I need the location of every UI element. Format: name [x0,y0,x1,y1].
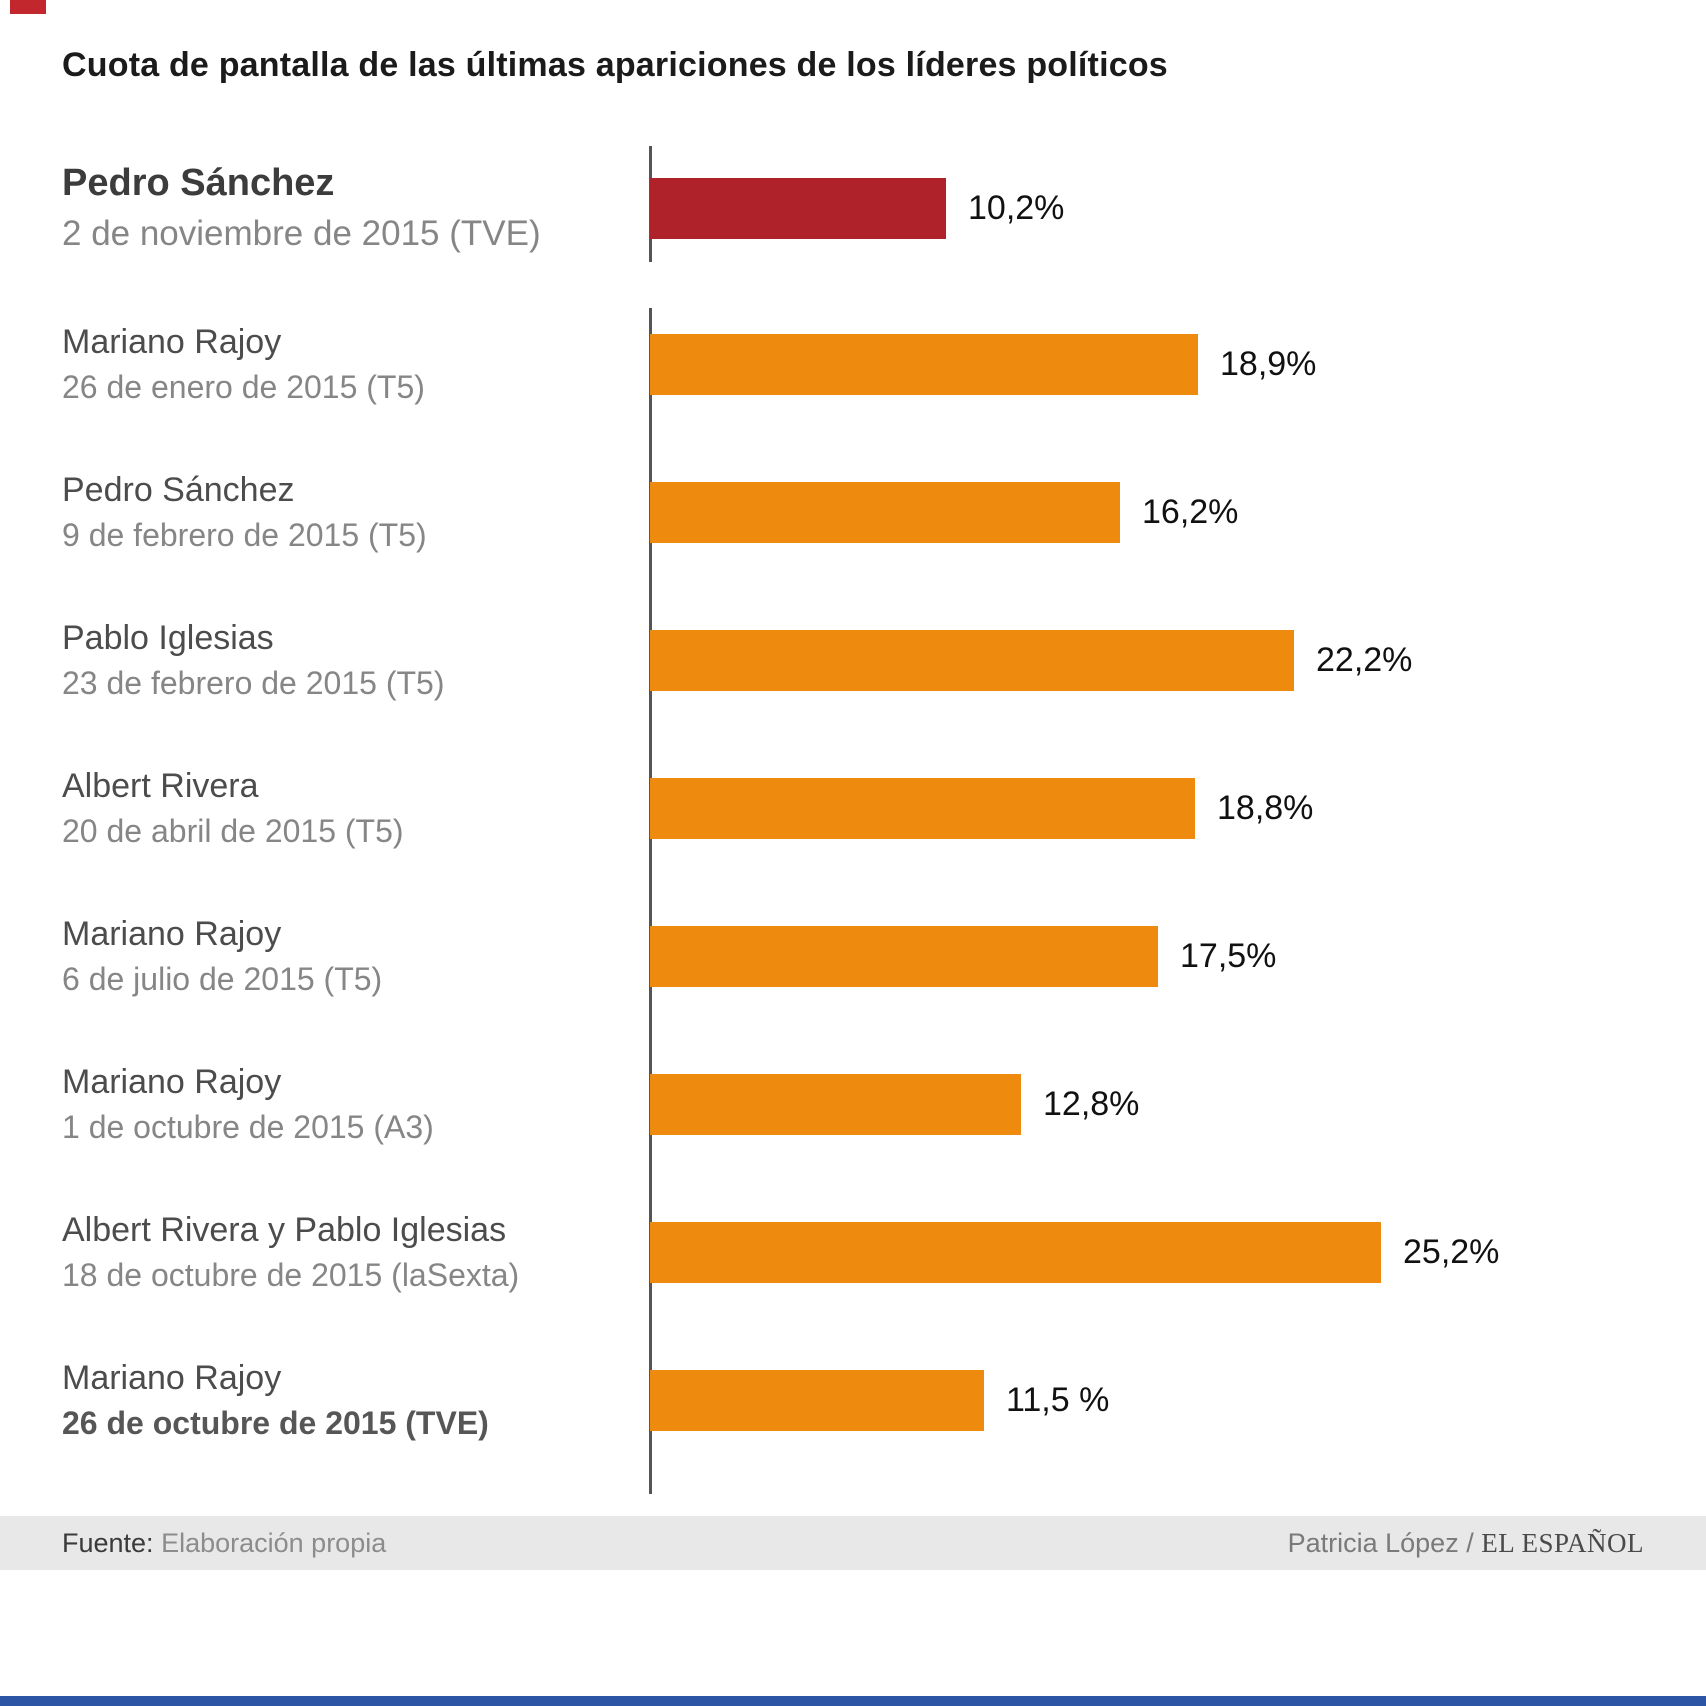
bar-zone: 12,8% [650,1073,1706,1135]
bar-label-name: Mariano Rajoy [62,914,282,953]
source-label: Fuente: [62,1527,154,1558]
bar [650,481,1120,543]
bar [650,1073,1021,1135]
bar-value-label: 22,2% [1316,640,1413,679]
bar-label: Albert Rivera y Pablo Iglesias 18 de oct… [62,1209,650,1296]
bar-label: Mariano Rajoy 1 de octubre de 2015 (A3) [62,1061,650,1148]
bar-row: Mariano Rajoy 26 de octubre de 2015 (TVE… [62,1326,1706,1474]
bar-label: Pedro Sánchez 2 de noviembre de 2015 (TV… [62,160,650,255]
credit-author: Patricia López / [1287,1527,1474,1558]
bar-label: Mariano Rajoy 6 de julio de 2015 (T5) [62,913,650,1000]
bar [650,925,1158,987]
bar-label-date: 26 de octubre de 2015 (TVE) [62,1405,489,1442]
bar-zone: 25,2% [650,1221,1706,1283]
bottom-accent-bar [0,1696,1706,1706]
bar-label: Mariano Rajoy 26 de enero de 2015 (T5) [62,321,650,408]
bar-label-name: Pedro Sánchez [62,470,295,509]
bar [650,1369,984,1431]
chart-title: Cuota de pantalla de las últimas aparici… [62,46,1168,84]
axis-line-main-segment [649,308,652,1494]
bar [650,1221,1381,1283]
bar-value-label: 18,8% [1217,788,1314,827]
bar-label-name: Mariano Rajoy [62,1358,282,1397]
source-note: Fuente: Elaboración propia [62,1528,386,1559]
bar-label-name: Albert Rivera [62,766,259,805]
bar-label: Albert Rivera 20 de abril de 2015 (T5) [62,765,650,852]
bar-value-label: 17,5% [1180,936,1277,975]
bar [650,333,1198,395]
bar-value-label: 10,2% [968,188,1065,227]
bar-label-name: Mariano Rajoy [62,322,282,361]
bar-label-date: 9 de febrero de 2015 (T5) [62,517,427,554]
chart-rows: Pedro Sánchez 2 de noviembre de 2015 (TV… [62,134,1706,1474]
bar-label-date: 26 de enero de 2015 (T5) [62,369,425,406]
credit: Patricia López / EL ESPAÑOL [1288,1528,1644,1559]
bar-value-label: 16,2% [1142,492,1239,531]
bar-label-date: 2 de noviembre de 2015 (TVE) [62,213,541,253]
bar-label-date: 20 de abril de 2015 (T5) [62,813,404,850]
bar-label-date: 23 de febrero de 2015 (T5) [62,665,445,702]
bar-zone: 22,2% [650,629,1706,691]
bar-value-label: 25,2% [1403,1232,1500,1271]
bar-row: Pablo Iglesias 23 de febrero de 2015 (T5… [62,586,1706,734]
bar-row: Pedro Sánchez 2 de noviembre de 2015 (TV… [62,134,1706,282]
footer: Fuente: Elaboración propia Patricia Lópe… [0,1516,1706,1570]
corner-mark [10,0,46,14]
bar-row: Pedro Sánchez 9 de febrero de 2015 (T5) … [62,438,1706,586]
bar-zone: 17,5% [650,925,1706,987]
bar-row: Mariano Rajoy 6 de julio de 2015 (T5) 17… [62,882,1706,1030]
bar-label-date: 6 de julio de 2015 (T5) [62,961,383,998]
bar-label-date: 18 de octubre de 2015 (laSexta) [62,1257,520,1294]
bar-zone: 11,5 % [650,1369,1706,1431]
bar-zone: 10,2% [650,177,1706,239]
bar [650,629,1294,691]
bar-label: Pedro Sánchez 9 de febrero de 2015 (T5) [62,469,650,556]
bar-zone: 18,9% [650,333,1706,395]
bar-value-label: 12,8% [1043,1084,1140,1123]
bar-value-label: 18,9% [1220,344,1317,383]
bar-label: Mariano Rajoy 26 de octubre de 2015 (TVE… [62,1357,650,1444]
bar-label-name: Pablo Iglesias [62,618,274,657]
source-value: Elaboración propia [161,1527,387,1558]
credit-brand-logo: EL ESPAÑOL [1481,1527,1644,1558]
bar-zone: 18,8% [650,777,1706,839]
bar-label-name: Mariano Rajoy [62,1062,282,1101]
bar-row: Mariano Rajoy 1 de octubre de 2015 (A3) … [62,1030,1706,1178]
bar-value-label: 11,5 % [1006,1380,1110,1419]
bar [650,177,946,239]
bar-label-name: Albert Rivera y Pablo Iglesias [62,1210,507,1249]
bar [650,777,1195,839]
bar-label-name: Pedro Sánchez [62,162,335,205]
bar-row: Albert Rivera 20 de abril de 2015 (T5) 1… [62,734,1706,882]
bar-row: Mariano Rajoy 26 de enero de 2015 (T5) 1… [62,290,1706,438]
bar-label: Pablo Iglesias 23 de febrero de 2015 (T5… [62,617,650,704]
bar-zone: 16,2% [650,481,1706,543]
bar-row: Albert Rivera y Pablo Iglesias 18 de oct… [62,1178,1706,1326]
bar-label-date: 1 de octubre de 2015 (A3) [62,1109,434,1146]
